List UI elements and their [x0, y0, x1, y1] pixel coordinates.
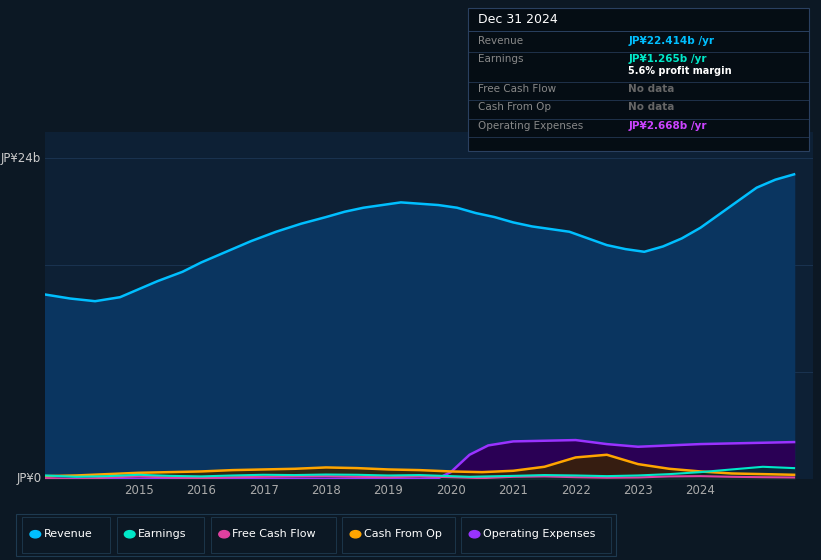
Text: 5.6% profit margin: 5.6% profit margin	[628, 66, 732, 76]
Text: JP¥1.265b /yr: JP¥1.265b /yr	[628, 54, 707, 64]
Text: Operating Expenses: Operating Expenses	[483, 529, 595, 539]
Text: JP¥22.414b /yr: JP¥22.414b /yr	[628, 36, 714, 46]
Text: JP¥2.668b /yr: JP¥2.668b /yr	[628, 121, 707, 131]
Text: Revenue: Revenue	[478, 36, 523, 46]
Text: Operating Expenses: Operating Expenses	[478, 121, 583, 131]
Text: Earnings: Earnings	[478, 54, 523, 64]
Text: Cash From Op: Cash From Op	[364, 529, 442, 539]
Text: Cash From Op: Cash From Op	[478, 102, 551, 113]
Text: Earnings: Earnings	[138, 529, 186, 539]
Text: JP¥0: JP¥0	[16, 472, 41, 486]
Text: No data: No data	[628, 84, 674, 94]
Text: JP¥24b: JP¥24b	[1, 152, 41, 165]
Text: Free Cash Flow: Free Cash Flow	[232, 529, 316, 539]
Text: No data: No data	[628, 102, 674, 113]
Text: Revenue: Revenue	[44, 529, 92, 539]
Text: Dec 31 2024: Dec 31 2024	[478, 13, 557, 26]
Text: Free Cash Flow: Free Cash Flow	[478, 84, 556, 94]
